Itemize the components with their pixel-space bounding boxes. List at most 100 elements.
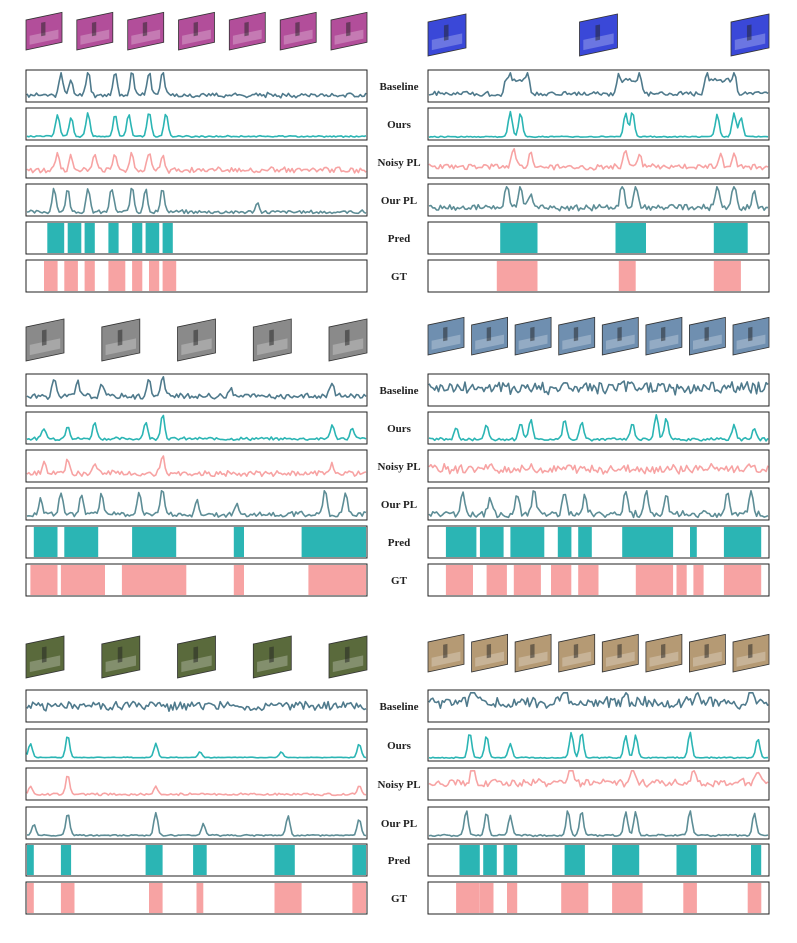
- video-frame-thumbnail: [514, 633, 552, 673]
- row-frame-ours: [427, 107, 770, 141]
- series-line-noisy-pl: [26, 455, 367, 478]
- pred-segment: [676, 845, 697, 875]
- video-frame-thumbnail: [101, 318, 141, 362]
- row-label-gt: GT: [391, 575, 408, 587]
- video-frame-thumbnail: [127, 11, 165, 51]
- gt-segment: [676, 565, 687, 595]
- series-line-noisy-pl: [428, 770, 769, 788]
- pred-segment: [108, 223, 119, 253]
- panel-middle-left: [25, 318, 368, 597]
- row-frame-noisy-pl: [427, 449, 770, 483]
- series-line-noisy-pl: [26, 151, 367, 174]
- video-frame-thumbnail: [730, 13, 770, 57]
- panel-top-left: [25, 11, 368, 293]
- video-frame-thumbnail: [427, 316, 465, 356]
- video-frame-thumbnail: [25, 11, 63, 51]
- row-frame-baseline: [25, 373, 368, 407]
- panel-bottom-right: [427, 633, 770, 915]
- row-frame-our-pl: [25, 183, 368, 217]
- row-label-ours: Ours: [387, 119, 412, 131]
- pred-segment: [33, 527, 58, 557]
- row-label-baseline: Baseline: [379, 701, 418, 713]
- gt-segment: [635, 565, 674, 595]
- series-line-baseline: [26, 72, 367, 99]
- row-label-baseline: Baseline: [379, 81, 418, 93]
- pred-segment: [690, 527, 697, 557]
- gt-segment: [486, 565, 507, 595]
- pred-segment: [27, 845, 34, 875]
- series-line-baseline: [428, 692, 769, 710]
- video-frame-thumbnail: [330, 11, 368, 51]
- video-frame-thumbnail: [252, 635, 292, 679]
- series-line-ours: [26, 112, 367, 138]
- series-line-our-pl: [26, 811, 367, 837]
- video-frame-thumbnail: [25, 318, 65, 362]
- row-frame-pred: [25, 221, 368, 255]
- panel-middle-right: [427, 316, 770, 597]
- gt-segment: [64, 261, 78, 291]
- gt-segment: [30, 565, 58, 595]
- series-line-noisy-pl: [428, 462, 769, 475]
- series-line-ours: [428, 110, 769, 139]
- gt-segment: [561, 883, 589, 913]
- row-frame-baseline: [427, 69, 770, 103]
- pred-segment: [622, 527, 674, 557]
- gt-segment: [612, 883, 643, 913]
- gt-segment: [479, 883, 494, 913]
- row-frame-our-pl: [25, 806, 368, 840]
- pred-segment: [47, 223, 65, 253]
- pred-segment: [615, 223, 646, 253]
- row-frame-pred: [427, 221, 770, 255]
- gt-segment: [233, 565, 244, 595]
- video-frame-thumbnail: [279, 11, 317, 51]
- pred-segment: [578, 527, 592, 557]
- video-frame-thumbnail: [25, 635, 65, 679]
- pred-segment: [193, 845, 207, 875]
- gt-segment: [456, 883, 480, 913]
- series-line-our-pl: [428, 490, 769, 519]
- pred-segment: [132, 223, 143, 253]
- pred-segment: [352, 845, 366, 875]
- video-frame-thumbnail: [558, 633, 596, 673]
- gt-segment: [132, 261, 143, 291]
- gt-segment: [713, 261, 741, 291]
- pred-segment: [132, 527, 177, 557]
- gt-segment: [84, 261, 95, 291]
- series-line-our-pl: [428, 186, 769, 212]
- video-frame-thumbnail: [471, 633, 509, 673]
- series-line-our-pl: [26, 490, 367, 518]
- gt-segment: [747, 883, 762, 913]
- pred-segment: [445, 527, 477, 557]
- pred-segment: [274, 845, 295, 875]
- row-label-pred: Pred: [388, 855, 410, 867]
- row-frame-ours: [427, 728, 770, 762]
- gt-segment: [723, 565, 762, 595]
- gt-segment: [496, 261, 538, 291]
- pred-segment: [233, 527, 244, 557]
- video-frame-thumbnail: [252, 318, 292, 362]
- pred-segment: [557, 527, 572, 557]
- series-line-baseline: [26, 376, 367, 400]
- gt-segment: [274, 883, 302, 913]
- video-frame-thumbnail: [514, 316, 552, 356]
- gt-segment: [693, 565, 704, 595]
- series-line-ours: [26, 736, 367, 759]
- pred-segment: [67, 223, 82, 253]
- row-frame-baseline: [427, 689, 770, 723]
- gt-segment: [162, 261, 177, 291]
- pred-segment: [64, 527, 99, 557]
- gt-segment: [196, 883, 204, 913]
- row-label-pred: Pred: [388, 233, 410, 245]
- gt-segment: [352, 883, 366, 913]
- gt-segment: [513, 565, 541, 595]
- pred-segment: [459, 845, 480, 875]
- video-frame-thumbnail: [178, 11, 215, 51]
- gt-segment: [683, 883, 697, 913]
- video-frame-thumbnail: [177, 318, 216, 362]
- pred-segment: [500, 223, 538, 253]
- video-frame-thumbnail: [601, 633, 639, 673]
- video-frame-thumbnail: [471, 316, 509, 356]
- pred-segment: [84, 223, 95, 253]
- video-frame-thumbnail: [427, 13, 467, 57]
- row-frame-baseline: [25, 689, 368, 723]
